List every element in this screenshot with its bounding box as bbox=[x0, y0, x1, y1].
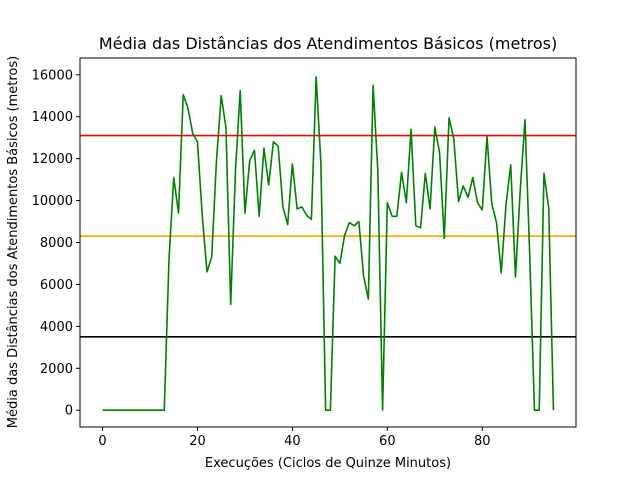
x-tick-label: 40 bbox=[284, 434, 301, 449]
x-tick-label: 0 bbox=[98, 434, 106, 449]
y-tick-label: 8000 bbox=[40, 236, 73, 251]
y-tick-label: 16000 bbox=[32, 68, 73, 83]
plot-area bbox=[80, 76, 576, 412]
y-tick-label: 14000 bbox=[32, 110, 73, 125]
y-tick-label: 10000 bbox=[32, 194, 73, 209]
x-axis-label: Execuções (Ciclos de Quinze Minutos) bbox=[205, 456, 451, 471]
chart-title: Média das Distâncias dos Atendimentos Bá… bbox=[99, 34, 557, 53]
x-tick-label: 60 bbox=[379, 434, 396, 449]
x-tick-label: 20 bbox=[189, 434, 206, 449]
axis-ticks: 0 20 40 60 80 0 2000 4000 6000 8000 10000 12000 1400… bbox=[32, 68, 491, 449]
y-axis-label: Média das Distâncias dos Atendimentos Bá… bbox=[6, 56, 21, 428]
y-tick-label: 6000 bbox=[40, 278, 73, 293]
y-tick-label: 12000 bbox=[32, 152, 73, 167]
y-tick-label: 4000 bbox=[40, 320, 73, 335]
series-line-0 bbox=[102, 76, 555, 412]
y-tick-label: 2000 bbox=[40, 362, 73, 377]
x-tick-label: 80 bbox=[474, 434, 491, 449]
y-tick-label: 0 bbox=[65, 404, 73, 419]
